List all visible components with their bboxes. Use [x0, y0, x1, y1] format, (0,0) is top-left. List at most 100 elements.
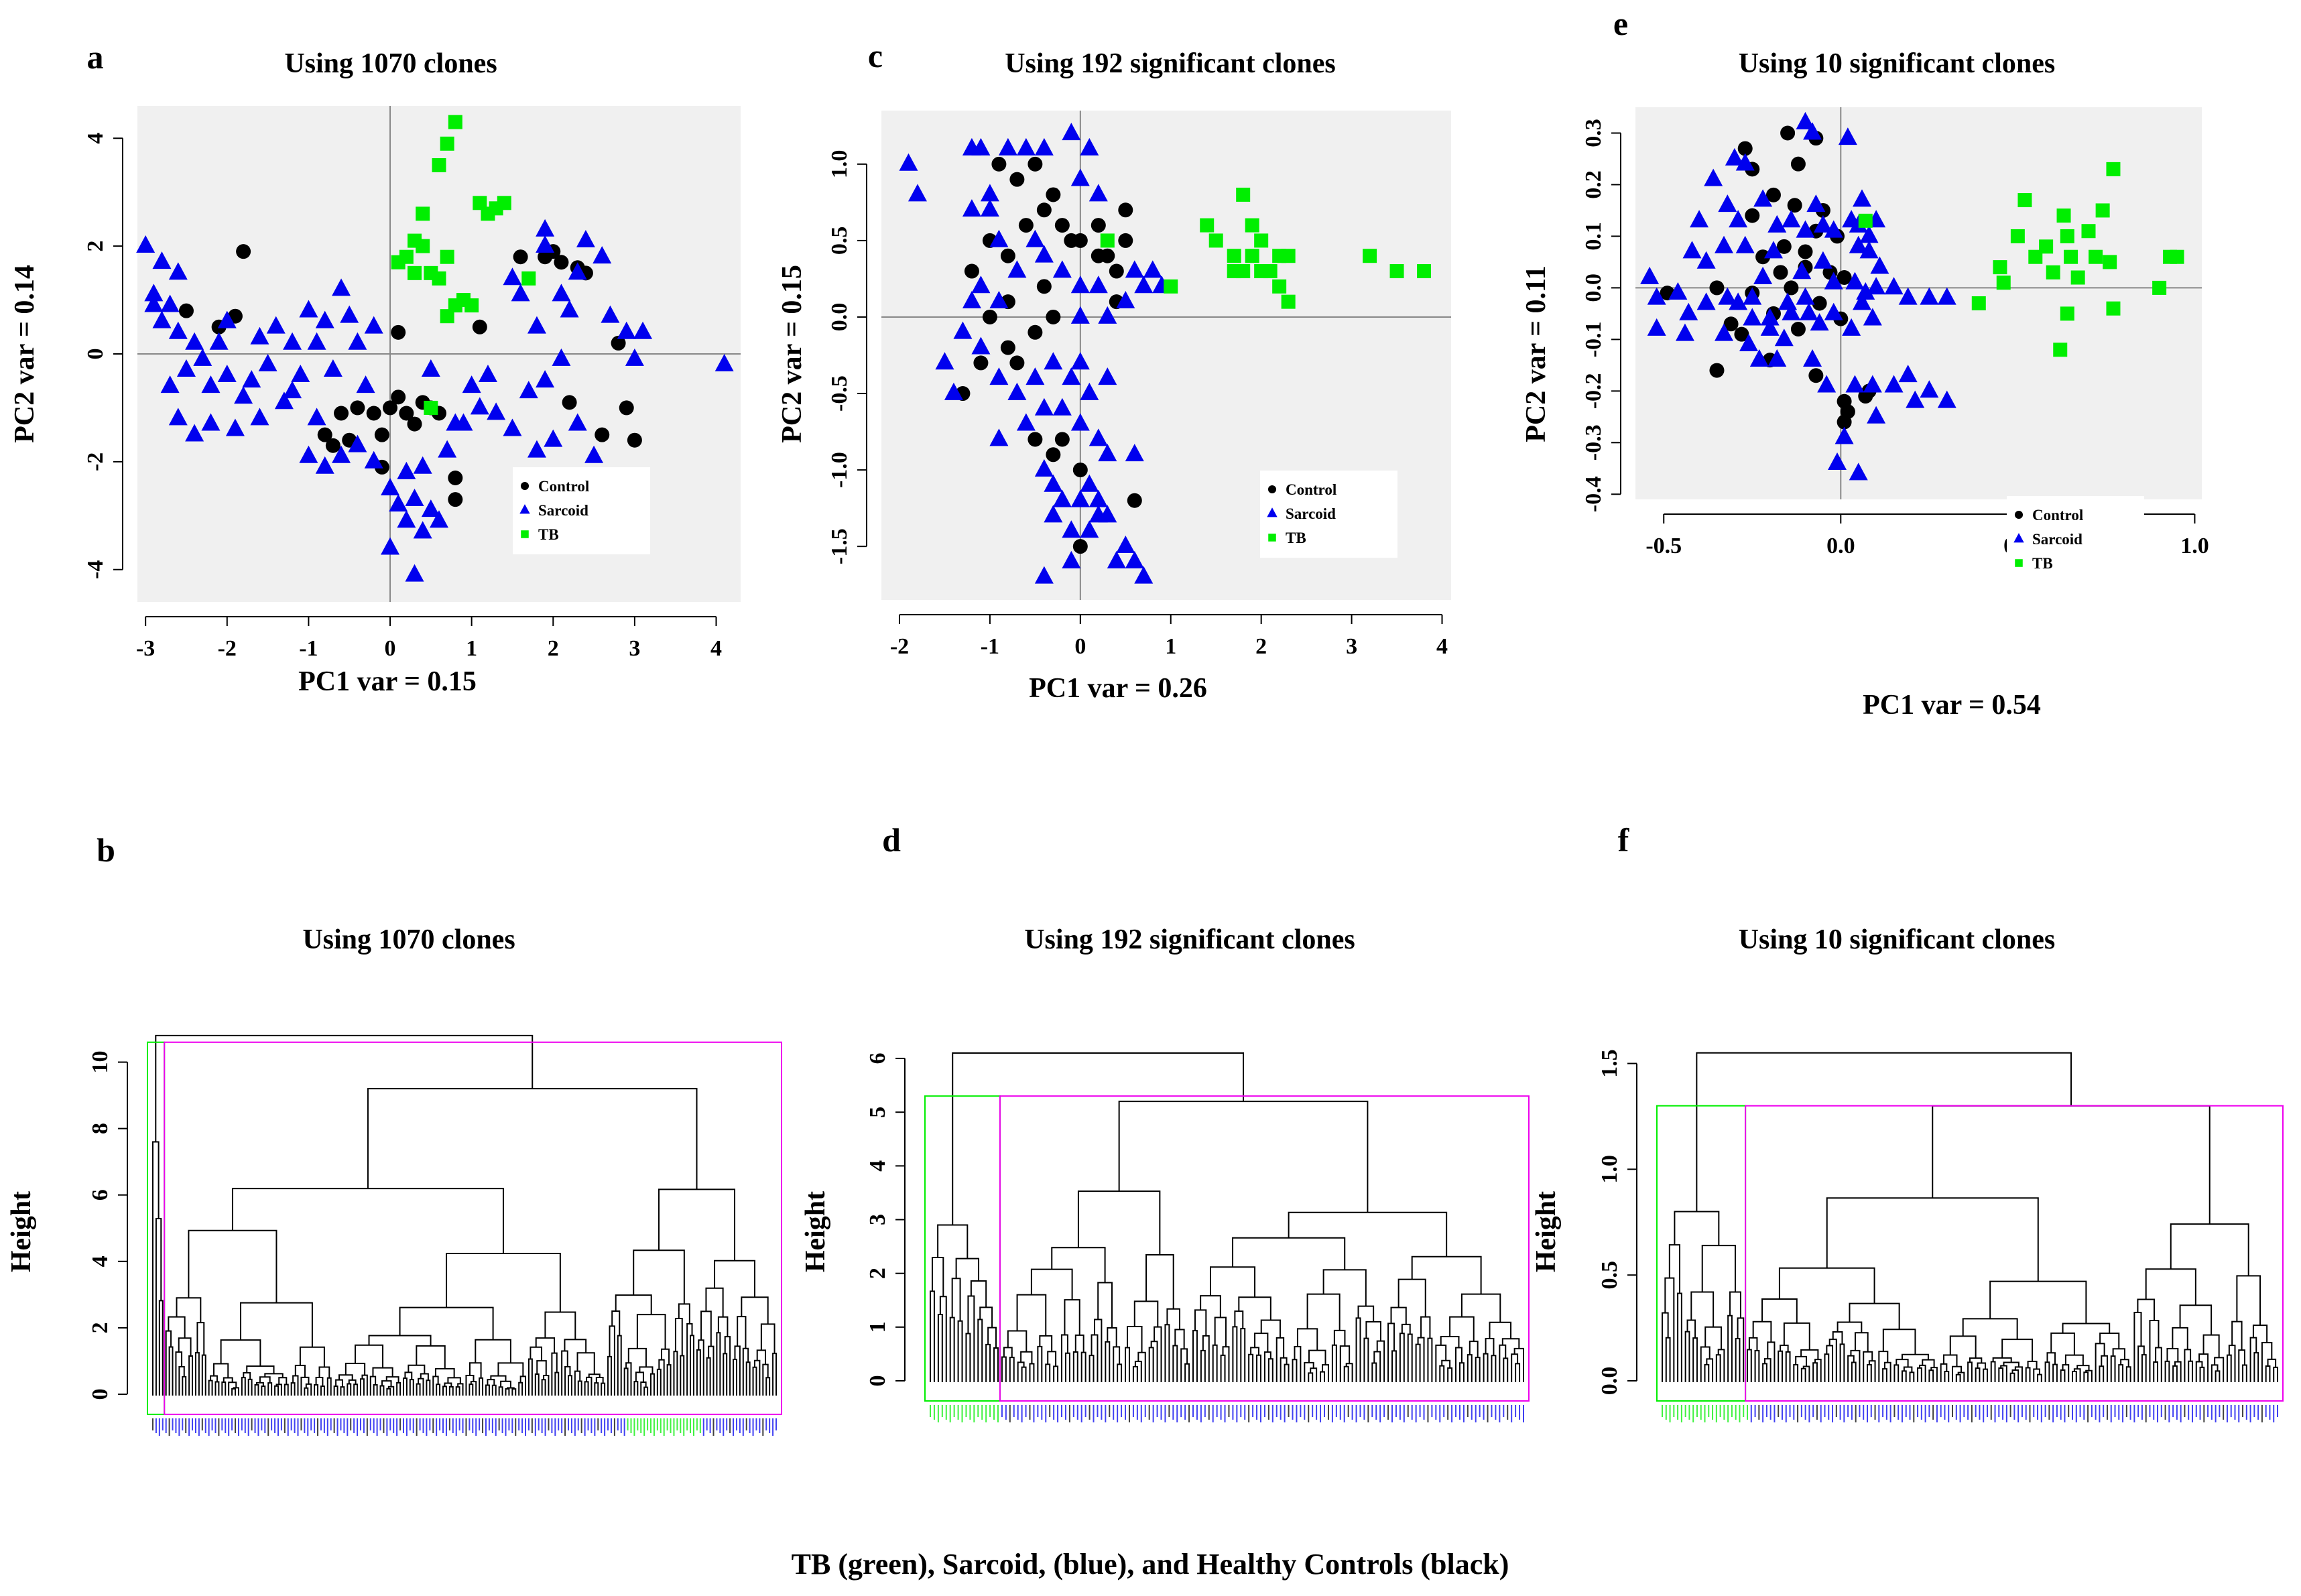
dendrogram-branch — [372, 1367, 393, 1377]
data-point-sarcoid — [1062, 123, 1081, 141]
data-point-sarcoid — [1884, 375, 1904, 393]
data-point-control — [1028, 432, 1043, 447]
leaf-label — [1320, 1405, 1322, 1422]
leaf-label — [501, 1418, 503, 1433]
leaf-label — [762, 1418, 764, 1436]
data-point-sarcoid — [1767, 214, 1787, 233]
leaf-label — [1863, 1405, 1865, 1420]
leaf-label — [1959, 1405, 1961, 1422]
dendrogram-branch — [348, 1379, 357, 1385]
dendrogram-branch — [434, 1367, 455, 1378]
dendrogram-branch — [1515, 1363, 1521, 1382]
leaf-label — [284, 1418, 286, 1433]
data-point-sarcoid — [1763, 241, 1783, 259]
leaf-label — [1523, 1405, 1524, 1422]
dendrogram-branch — [2118, 1364, 2124, 1382]
dendrogram-branch — [1373, 1351, 1381, 1382]
panel-title: Using 1070 clones — [302, 924, 515, 955]
leaf-label — [353, 1418, 355, 1433]
dendrogram-branch — [278, 1377, 288, 1385]
dendrogram-branch — [1839, 1343, 1845, 1382]
leaf-label — [1878, 1405, 1880, 1422]
dendrogram-branch — [1754, 1350, 1760, 1382]
data-point-sarcoid — [1906, 390, 1925, 408]
leaf-label — [1851, 1405, 1853, 1420]
x-tick-label: -1 — [299, 636, 318, 661]
leaf-label — [1859, 1405, 1861, 1417]
data-point-control — [1091, 248, 1106, 263]
dendrogram-branch — [1074, 1334, 1084, 1353]
dendrogram-branch — [379, 1385, 385, 1396]
data-point-sarcoid — [1089, 428, 1108, 446]
dendrogram-branch — [1154, 1326, 1162, 1382]
dendrogram-branch — [535, 1337, 556, 1353]
leaf-label — [534, 1418, 536, 1436]
data-point-sarcoid — [1859, 225, 1879, 243]
leaf-label — [1812, 1405, 1814, 1417]
data-point-control — [1709, 280, 1725, 296]
x-tick-label: -3 — [136, 636, 155, 661]
leaf-label — [2261, 1405, 2263, 1422]
data-point-control — [1812, 296, 1827, 311]
data-point-sarcoid — [1760, 308, 1780, 326]
leaf-label — [965, 1405, 967, 1417]
dendrogram-branch — [505, 1388, 510, 1396]
dendrogram-branch — [2166, 1348, 2179, 1362]
leaf-label — [304, 1418, 306, 1433]
data-point-sarcoid — [413, 456, 432, 474]
leaf-label — [1164, 1405, 1166, 1422]
leaf-label — [182, 1418, 184, 1430]
legend: Control Sarcoid TB — [2007, 496, 2144, 583]
leaf-label — [1458, 1405, 1460, 1420]
leaf-label — [280, 1418, 282, 1430]
leaf-label — [396, 1418, 398, 1436]
leaf-label — [2242, 1405, 2244, 1417]
data-point-sarcoid — [152, 251, 172, 269]
dendrogram-branch — [564, 1366, 571, 1396]
data-point-sarcoid — [413, 521, 432, 539]
leaf-label — [1204, 1405, 1206, 1417]
data-point-control — [325, 438, 340, 453]
leaf-label — [1835, 1405, 1837, 1417]
dendrogram-branch — [254, 1384, 259, 1396]
dendrogram-branch — [574, 1370, 581, 1396]
dendrogram-branch — [274, 1385, 279, 1396]
dendrogram-branch — [267, 1382, 273, 1396]
leaf-label — [201, 1418, 203, 1430]
dendrogram-branch — [408, 1364, 426, 1374]
dendrogram-branch — [1940, 1363, 1948, 1382]
data-point-control — [1046, 309, 1061, 324]
data-point-sarcoid — [185, 424, 204, 442]
dendrogram-branch — [1132, 1365, 1138, 1382]
dendrogram-branch — [168, 1346, 174, 1396]
y-tick-label: -0.5 — [827, 375, 852, 412]
leaf-label — [702, 1418, 704, 1436]
leaf-label — [333, 1418, 335, 1433]
dendrogram-branch — [1764, 1358, 1771, 1382]
leaf-label — [1808, 1405, 1810, 1422]
dendrogram-branch — [530, 1346, 543, 1361]
leaf-label — [1944, 1405, 1946, 1420]
dendrogram-branch — [1184, 1363, 1190, 1382]
dendrogram-branch — [1826, 1345, 1834, 1382]
legend-marker-sarcoid — [2013, 533, 2024, 543]
dendrogram-branch — [345, 1362, 366, 1375]
leaf-label — [366, 1418, 368, 1436]
y-axis-label: Height — [800, 1191, 831, 1272]
dendrogram-branch — [1118, 1101, 1369, 1213]
dendrogram-branch — [2199, 1366, 2205, 1382]
data-point-sarcoid — [971, 336, 991, 355]
leaf-label — [749, 1418, 751, 1433]
leaf-label — [1220, 1405, 1222, 1420]
dendrogram-branch — [588, 1373, 601, 1377]
dendrogram-branch — [2238, 1349, 2245, 1382]
dendrogram-branch — [2195, 1361, 2203, 1382]
dendrogram-branch — [158, 1300, 164, 1396]
leaf-label — [1256, 1405, 1258, 1420]
y-tick-label: 6 — [88, 1189, 113, 1201]
leaf-label — [2021, 1405, 2023, 1417]
dendrogram-branch — [640, 1381, 647, 1396]
data-point-control — [973, 355, 989, 371]
dendrogram-branch — [1232, 1326, 1238, 1382]
dendrogram-branch — [208, 1379, 213, 1396]
